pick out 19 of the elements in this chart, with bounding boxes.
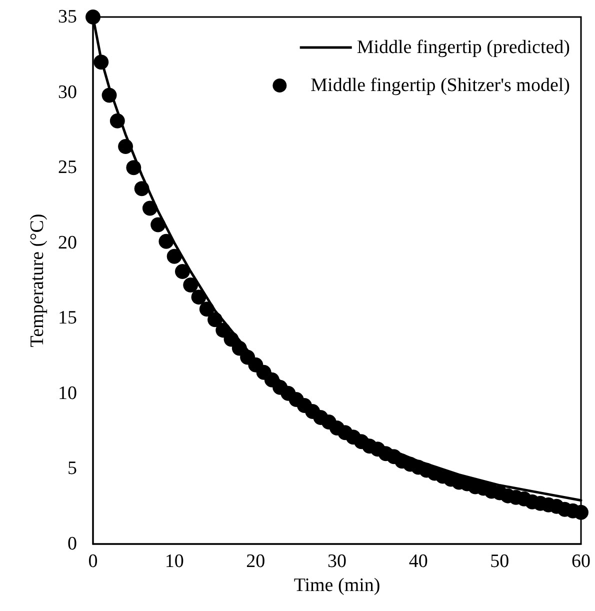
x-tick-label: 60 xyxy=(572,551,590,572)
y-tick-label: 35 xyxy=(58,6,77,28)
y-tick-label: 20 xyxy=(58,232,77,254)
x-tick-label: 40 xyxy=(408,551,428,572)
legend-label: Middle fingertip (predicted) xyxy=(356,37,570,58)
y-tick-label: 5 xyxy=(68,458,77,480)
x-tick-label: 50 xyxy=(490,551,510,572)
x-tick-label: 0 xyxy=(88,551,98,572)
y-tick-label: 0 xyxy=(68,534,77,554)
x-tick-label: 10 xyxy=(164,551,184,572)
x-tick-label: 30 xyxy=(328,551,346,572)
y-axis-title: Temperature (°C) xyxy=(27,214,48,348)
y-tick-label: 15 xyxy=(58,308,77,329)
x-tick-label: 20 xyxy=(246,551,266,572)
y-tick-label: 10 xyxy=(58,382,77,404)
y-tick-label: 30 xyxy=(58,82,77,103)
y-tick-label: 25 xyxy=(58,157,77,178)
legend-label: Middle fingertip (Shitzer's model) xyxy=(310,75,570,96)
x-axis-title: Time (min) xyxy=(294,574,380,596)
